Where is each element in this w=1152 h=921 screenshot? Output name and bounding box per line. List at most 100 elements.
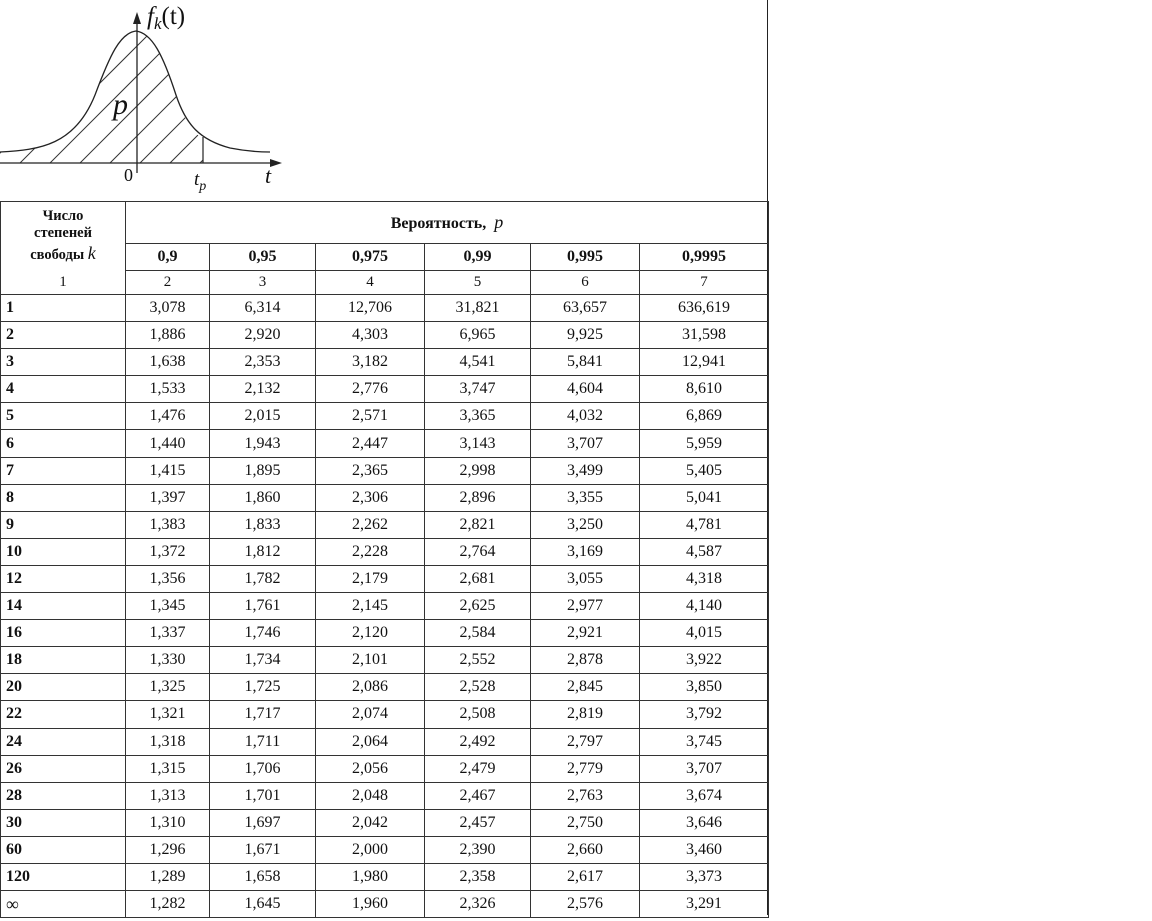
- value-cell: 3,646: [639, 808, 769, 837]
- value-cell: 1,313: [125, 781, 210, 810]
- value-cell: 3,055: [530, 564, 640, 594]
- value-cell: 2,845: [530, 673, 640, 702]
- table-row: 4 1,533 2,132 2,776 3,747 4,604 8,610: [0, 375, 769, 404]
- dof-cell: 20: [0, 673, 126, 702]
- value-cell: 1,533: [125, 375, 210, 404]
- dof-cell: 22: [0, 700, 126, 729]
- dof-cell: 3: [0, 348, 126, 377]
- value-cell: 4,587: [639, 537, 769, 566]
- value-cell: 1,638: [125, 348, 210, 377]
- value-cell: 3,143: [424, 429, 531, 458]
- value-cell: 1,746: [209, 619, 316, 648]
- value-cell: 2,617: [530, 862, 640, 892]
- table-row: 8 1,397 1,860 2,306 2,896 3,355 5,041: [0, 483, 769, 512]
- dof-cell: 5: [0, 402, 126, 431]
- value-cell: 2,776: [315, 375, 425, 404]
- value-cell: 4,015: [639, 619, 769, 648]
- value-cell: 3,850: [639, 673, 769, 702]
- y-axis-label: fk(t): [147, 3, 186, 33]
- value-cell: 2,353: [209, 348, 316, 377]
- table-row: 26 1,315 1,706 2,056 2,479 2,779 3,707: [0, 754, 769, 783]
- value-cell: 4,318: [639, 564, 769, 594]
- table-row: 3 1,638 2,353 3,182 4,541 5,841 12,941: [0, 348, 769, 377]
- dof-cell: 12: [0, 564, 126, 594]
- column-number: 2: [125, 270, 210, 295]
- column-number-row: 1 2 3 4 5 6 7: [0, 270, 769, 295]
- value-cell: 2,878: [530, 646, 640, 675]
- value-cell: 1,706: [209, 754, 316, 783]
- value-cell: 2,492: [424, 727, 531, 756]
- prob-cell: 0,9: [125, 243, 210, 271]
- value-cell: 2,042: [315, 808, 425, 837]
- value-cell: 1,960: [315, 890, 425, 919]
- value-cell: 2,306: [315, 483, 425, 512]
- table-row: 9 1,383 1,833 2,262 2,821 3,250 4,781: [0, 510, 769, 539]
- value-cell: 1,356: [125, 564, 210, 594]
- value-cell: 1,782: [209, 564, 316, 594]
- value-cell: 2,326: [424, 890, 531, 919]
- value-cell: 12,706: [315, 293, 425, 323]
- t-table-container: Число степеней свободы k Вероятность, p …: [0, 201, 769, 919]
- value-cell: 1,325: [125, 673, 210, 702]
- dof-cell: 4: [0, 375, 126, 404]
- value-cell: 1,330: [125, 646, 210, 675]
- origin-label: 0: [124, 165, 133, 185]
- value-cell: 4,604: [530, 375, 640, 404]
- value-cell: 1,296: [125, 835, 210, 864]
- prob-cell: 0,99: [424, 243, 531, 271]
- value-cell: 2,048: [315, 781, 425, 810]
- dof-cell: 26: [0, 754, 126, 783]
- value-cell: 1,476: [125, 402, 210, 431]
- table-row: 16 1,337 1,746 2,120 2,584 2,921 4,015: [0, 619, 769, 648]
- table-row: 2 1,886 2,920 4,303 6,965 9,925 31,598: [0, 321, 769, 350]
- dof-cell: 6: [0, 429, 126, 458]
- value-cell: 2,447: [315, 429, 425, 458]
- value-cell: 1,697: [209, 808, 316, 837]
- y-axis-arrow: [133, 12, 141, 24]
- value-cell: 3,922: [639, 646, 769, 675]
- value-cell: 5,959: [639, 429, 769, 458]
- header-row-top: Число степеней свободы k Вероятность, p: [0, 201, 769, 271]
- value-cell: 1,943: [209, 429, 316, 458]
- value-cell: 1,886: [125, 321, 210, 350]
- value-cell: 2,821: [424, 510, 531, 539]
- value-cell: 2,571: [315, 402, 425, 431]
- value-cell: 4,541: [424, 348, 531, 377]
- value-cell: 2,145: [315, 592, 425, 621]
- dof-cell: 10: [0, 537, 126, 566]
- dof-cell: 7: [0, 456, 126, 485]
- value-cell: 2,179: [315, 564, 425, 594]
- dof-cell: 1: [0, 293, 126, 323]
- value-cell: 2,358: [424, 862, 531, 892]
- value-cell: 2,064: [315, 727, 425, 756]
- value-cell: 4,140: [639, 592, 769, 621]
- value-cell: 1,895: [209, 456, 316, 485]
- table-row: 1 3,078 6,314 12,706 31,821 63,657 636,619: [0, 293, 769, 323]
- value-cell: 2,764: [424, 537, 531, 566]
- value-cell: 2,015: [209, 402, 316, 431]
- value-cell: 636,619: [639, 293, 769, 323]
- value-cell: 3,707: [530, 429, 640, 458]
- value-cell: 3,182: [315, 348, 425, 377]
- table-row: 18 1,330 1,734 2,101 2,552 2,878 3,922: [0, 646, 769, 675]
- value-cell: 2,779: [530, 754, 640, 783]
- column-number: 3: [209, 270, 316, 295]
- value-cell: 2,457: [424, 808, 531, 837]
- value-cell: 3,373: [639, 862, 769, 892]
- dof-cell: 120: [0, 862, 126, 892]
- value-cell: 2,977: [530, 592, 640, 621]
- value-cell: 1,282: [125, 890, 210, 919]
- value-cell: 31,598: [639, 321, 769, 350]
- dof-cell: 60: [0, 835, 126, 864]
- value-cell: 2,132: [209, 375, 316, 404]
- value-cell: 2,074: [315, 700, 425, 729]
- value-cell: 63,657: [530, 293, 640, 323]
- value-cell: 3,169: [530, 537, 640, 566]
- value-cell: 3,460: [639, 835, 769, 864]
- dof-cell: 2: [0, 321, 126, 350]
- value-cell: 2,763: [530, 781, 640, 810]
- value-cell: 1,315: [125, 754, 210, 783]
- value-cell: 3,674: [639, 781, 769, 810]
- table-row: 6 1,440 1,943 2,447 3,143 3,707 5,959: [0, 429, 769, 458]
- table-row: ∞ 1,282 1,645 1,960 2,326 2,576 3,291: [0, 890, 769, 919]
